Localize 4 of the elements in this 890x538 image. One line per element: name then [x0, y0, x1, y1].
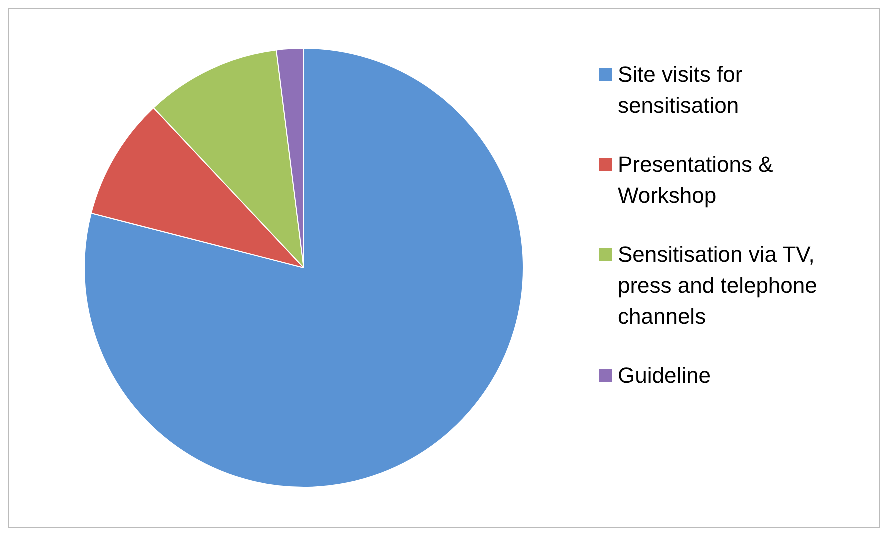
legend-label: Guideline: [618, 362, 711, 390]
legend-label: Sensitisation via TV, press and telephone channels: [618, 241, 818, 331]
legend-label: Site visits for sensitisation: [618, 61, 744, 120]
legend-label: Presentations & Workshop: [618, 151, 774, 210]
